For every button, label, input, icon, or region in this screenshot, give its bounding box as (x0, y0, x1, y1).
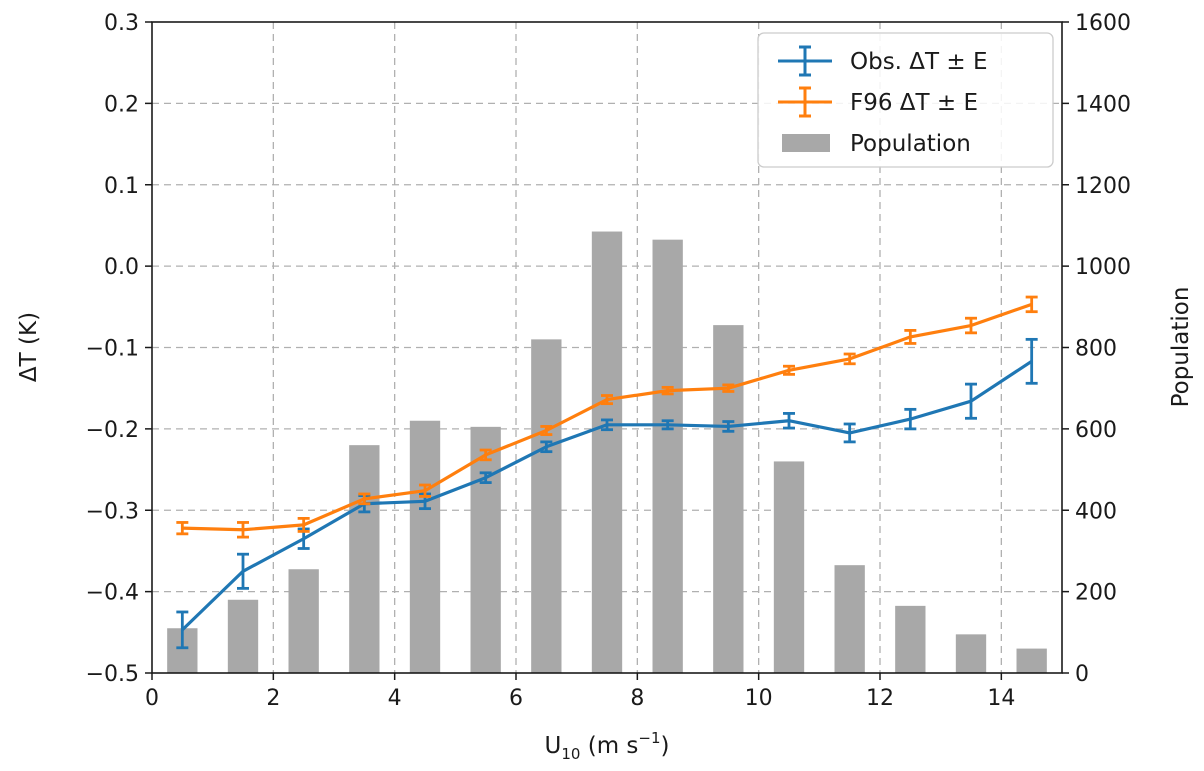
error-bar (904, 329, 917, 345)
population-bar (1016, 648, 1047, 673)
y-right-tick-label: 800 (1075, 337, 1117, 362)
legend-frame (757, 32, 1054, 168)
error-bar (1025, 295, 1038, 314)
population-bar (349, 445, 380, 673)
series-f96 (176, 295, 1038, 539)
y-right-tick-label: 1000 (1075, 255, 1131, 280)
population-bar (470, 426, 501, 673)
x-tick-label: 0 (145, 686, 159, 711)
y-left-tick-label: −0.4 (86, 581, 139, 606)
y-left-tick-label: −0.2 (86, 418, 139, 443)
y-right-tick-label: 1400 (1075, 92, 1131, 117)
y-axis-right-label: Population (1168, 287, 1194, 408)
legend-label-population: Population (850, 131, 971, 157)
legend: Obs. ΔT ± E F96 ΔT ± E Population (757, 32, 1054, 168)
y-left-tick-label: 0.2 (104, 92, 139, 117)
line-series (176, 295, 1038, 650)
population-bar (288, 569, 319, 673)
population-bar (713, 325, 744, 673)
population-bars (167, 231, 1047, 673)
x-tick-label: 12 (866, 686, 894, 711)
error-bar (479, 448, 492, 462)
legend-marker-f96 (778, 86, 832, 118)
y-left-tick-label: −0.1 (86, 337, 139, 362)
error-bar (358, 492, 371, 506)
error-bar (783, 364, 795, 376)
population-bar (652, 239, 683, 673)
error-bar (1025, 337, 1038, 385)
error-bar (904, 407, 917, 431)
x-tick-label: 14 (987, 686, 1015, 711)
population-bar (227, 599, 259, 673)
error-bar (965, 382, 977, 420)
error-bar (176, 610, 189, 650)
axis-ticks: 0 2 4 6 8 10 12 14 −0.5 −0.4 −0.3 −0.2 −0.1 0.0 0.1 0.2… (86, 11, 1131, 711)
y-right-tick-label: 0 (1075, 662, 1089, 687)
x-axis-label: U10 (m s−1) (544, 729, 669, 763)
population-bar (773, 461, 805, 673)
y-left-tick-label: 0.3 (104, 11, 139, 36)
error-bar (722, 383, 735, 393)
y-axis-left-label: ΔT (K) (16, 312, 42, 382)
population-bar (955, 634, 987, 673)
x-tick-label: 8 (630, 686, 644, 711)
error-bar (601, 418, 613, 432)
error-bar (783, 412, 795, 430)
error-bar (176, 521, 189, 536)
population-bar (531, 339, 562, 673)
y-left-tick-label: −0.3 (86, 499, 139, 524)
population-bar (591, 231, 623, 673)
x-tick-label: 10 (745, 686, 773, 711)
population-bar (834, 565, 865, 673)
y-left-tick-label: 0.1 (104, 174, 139, 199)
legend-label-f96: F96 ΔT ± E (850, 90, 978, 116)
legend-label-obs: Obs. ΔT ± E (850, 49, 988, 75)
error-bar (479, 471, 492, 484)
error-bar (237, 552, 249, 590)
y-right-tick-label: 400 (1075, 499, 1117, 524)
population-bar (895, 605, 926, 673)
error-bar (965, 316, 977, 335)
x-tick-label: 2 (266, 686, 280, 711)
y-right-tick-label: 200 (1075, 581, 1117, 606)
error-bar (297, 516, 310, 533)
series-obs (176, 337, 1038, 650)
error-bar (843, 352, 856, 366)
error-bar (661, 385, 674, 396)
error-bar (237, 521, 249, 539)
error-bar (601, 394, 613, 406)
y-right-tick-label: 1200 (1075, 174, 1131, 199)
error-bar (722, 420, 735, 433)
population-bar (409, 420, 441, 673)
error-bar (419, 483, 431, 498)
x-tick-label: 6 (509, 686, 523, 711)
error-bar (843, 422, 856, 444)
error-bar (540, 425, 553, 436)
error-bar (540, 440, 553, 454)
y-right-tick-label: 1600 (1075, 11, 1131, 36)
error-bar (661, 419, 674, 431)
y-left-tick-label: 0.0 (104, 255, 139, 280)
y-right-tick-label: 600 (1075, 418, 1117, 443)
x-tick-label: 4 (388, 686, 402, 711)
legend-marker-obs (778, 45, 832, 77)
y-left-tick-label: −0.5 (86, 662, 139, 687)
legend-marker-population (782, 134, 830, 152)
